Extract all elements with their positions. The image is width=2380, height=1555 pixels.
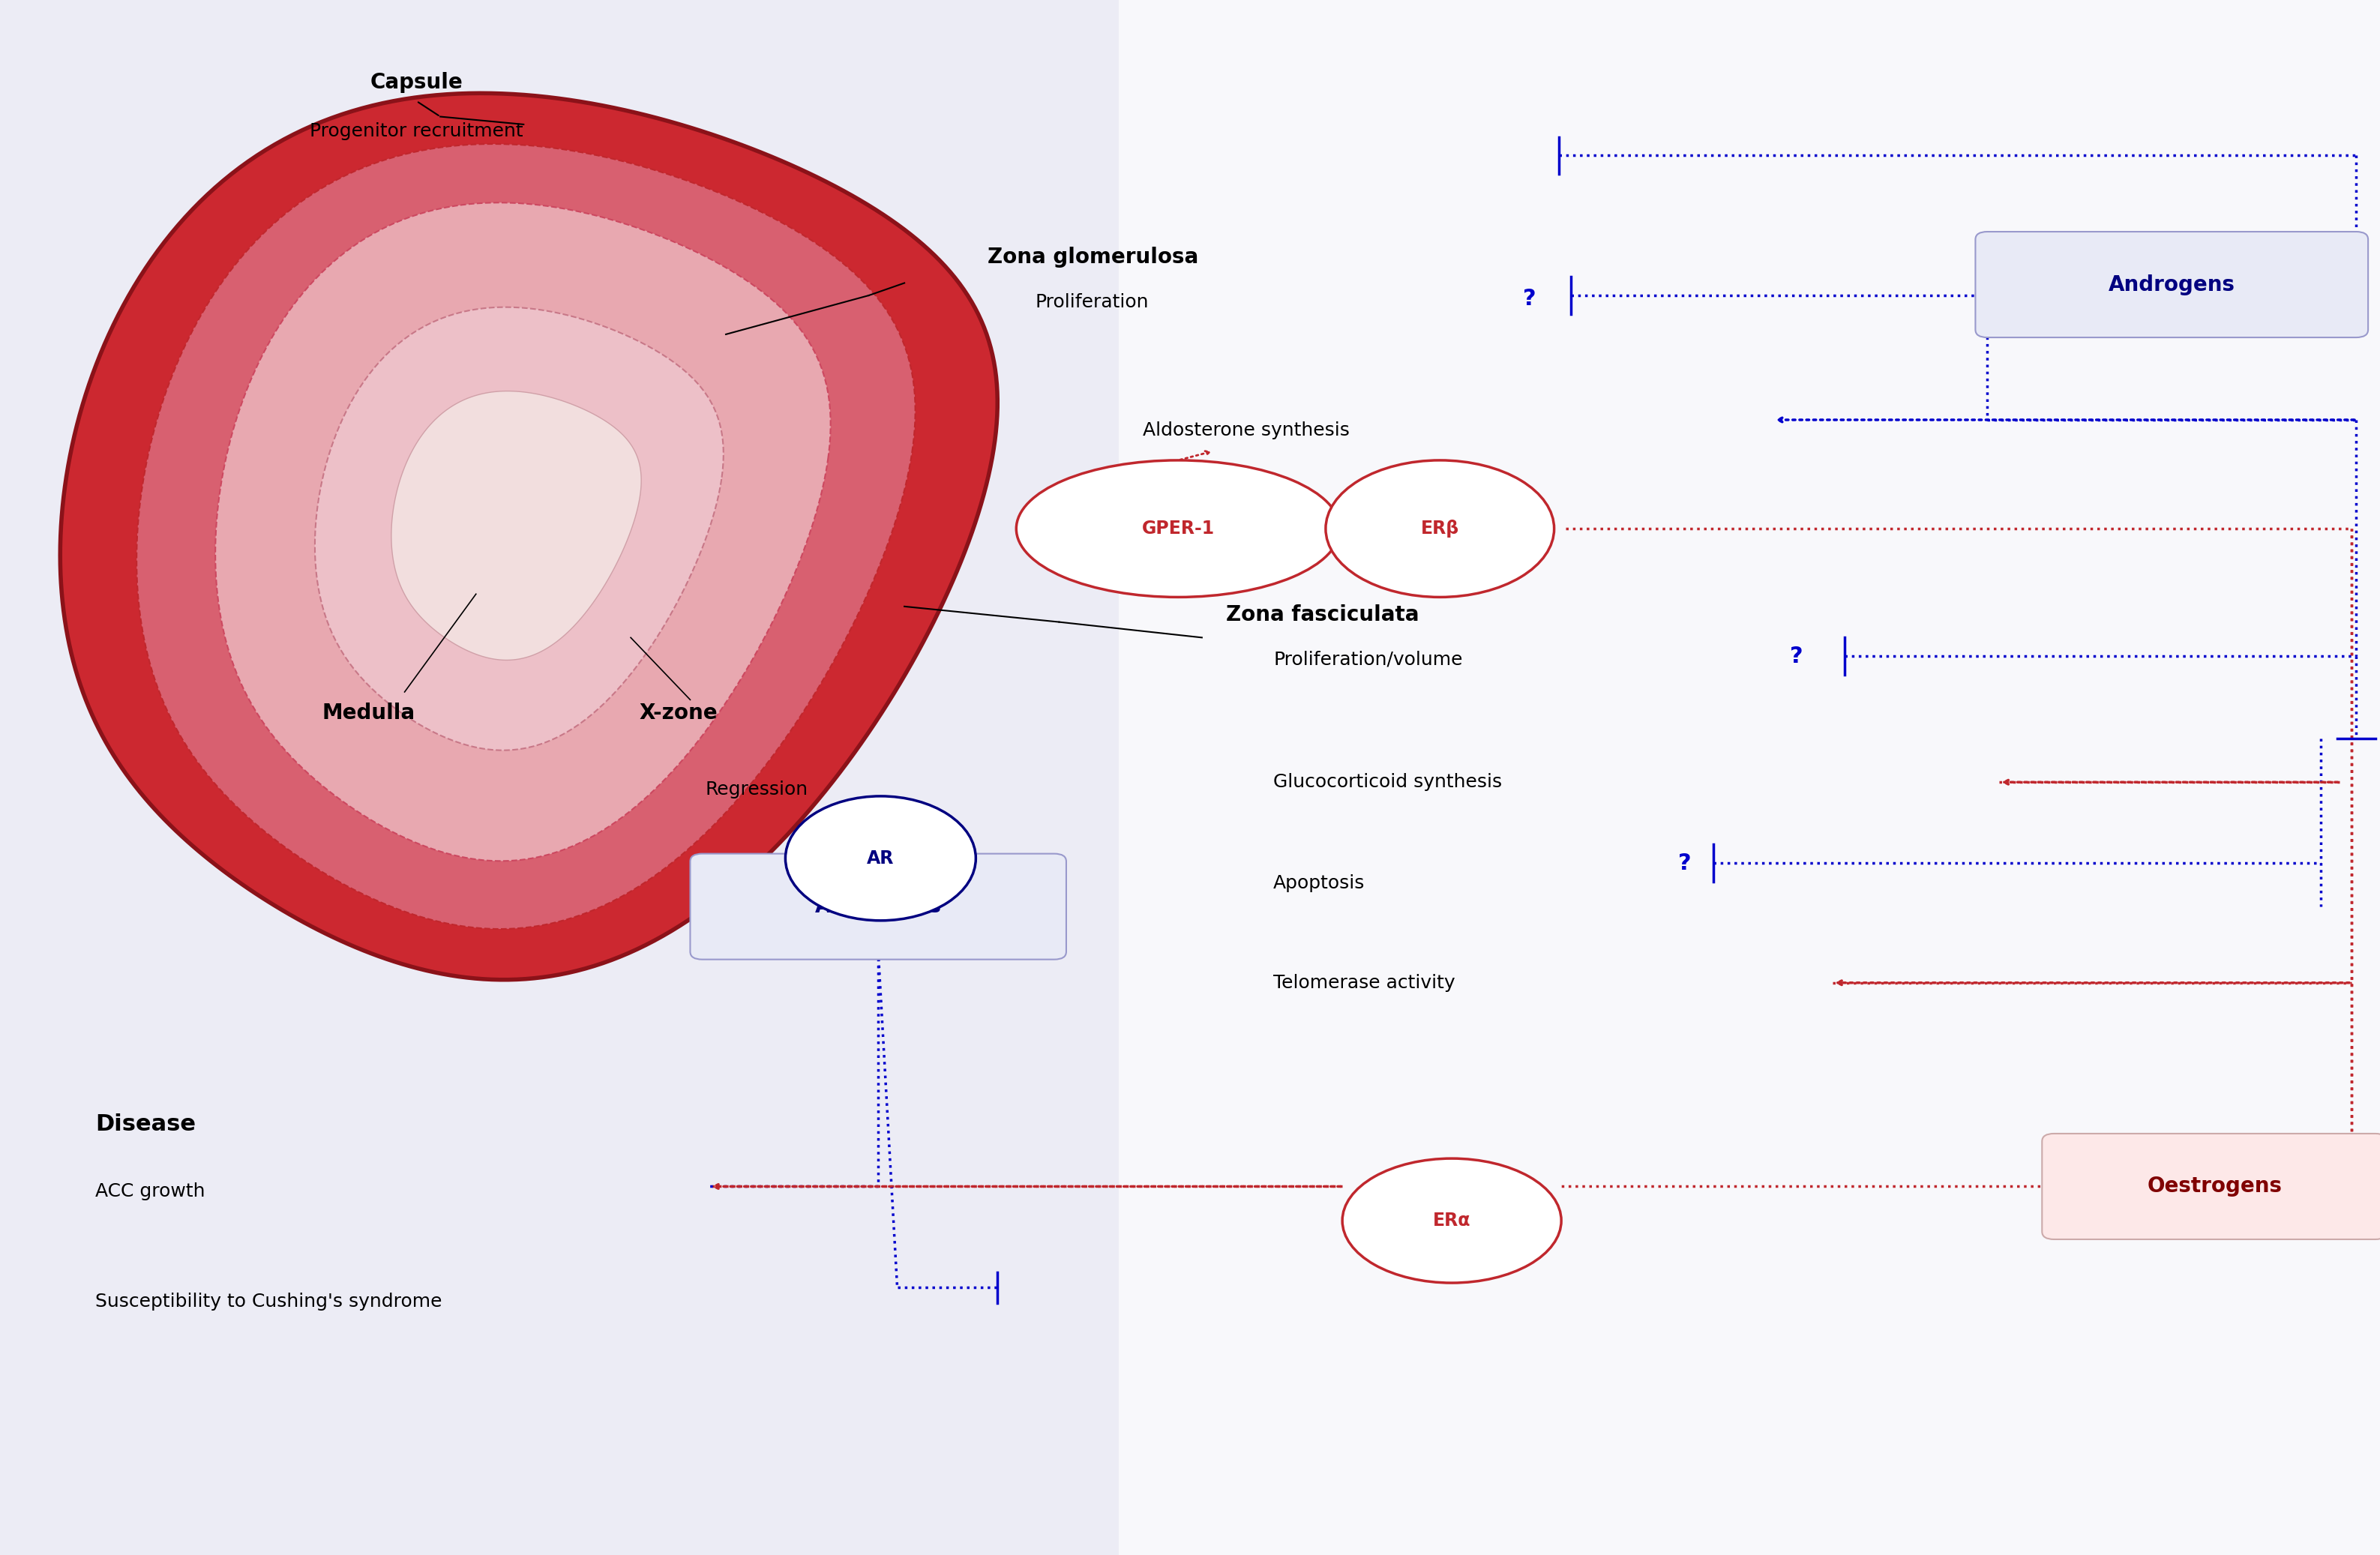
Ellipse shape	[1326, 460, 1554, 597]
Text: Progenitor recruitment: Progenitor recruitment	[309, 121, 524, 140]
Ellipse shape	[1342, 1158, 1561, 1283]
Ellipse shape	[785, 796, 976, 921]
Text: Aldosterone synthesis: Aldosterone synthesis	[1142, 421, 1349, 440]
Text: Disease: Disease	[95, 1113, 195, 1135]
Text: GPER-1: GPER-1	[1142, 519, 1214, 538]
Text: Telomerase activity: Telomerase activity	[1273, 973, 1454, 992]
Text: Androgens: Androgens	[2109, 274, 2235, 295]
Text: Zona fasciculata: Zona fasciculata	[1226, 603, 1418, 625]
Ellipse shape	[1016, 460, 1340, 597]
Text: ?: ?	[1523, 288, 1537, 309]
Text: Proliferation: Proliferation	[1035, 292, 1150, 311]
Polygon shape	[314, 308, 724, 750]
Text: Medulla: Medulla	[321, 703, 416, 725]
Text: Susceptibility to Cushing's syndrome: Susceptibility to Cushing's syndrome	[95, 1292, 443, 1311]
Text: ERα: ERα	[1433, 1211, 1471, 1230]
Text: Proliferation/volume: Proliferation/volume	[1273, 650, 1464, 669]
Text: X-zone: X-zone	[640, 703, 716, 725]
FancyBboxPatch shape	[2042, 1134, 2380, 1239]
Polygon shape	[60, 93, 997, 980]
Text: Androgens: Androgens	[814, 896, 942, 917]
FancyBboxPatch shape	[690, 854, 1066, 959]
Text: ?: ?	[1790, 645, 1804, 667]
Polygon shape	[214, 202, 831, 861]
Text: Oestrogens: Oestrogens	[2147, 1176, 2282, 1197]
Text: Regression: Regression	[704, 781, 809, 799]
Text: Glucocorticoid synthesis: Glucocorticoid synthesis	[1273, 773, 1502, 791]
Text: ACC growth: ACC growth	[95, 1182, 205, 1200]
Polygon shape	[390, 390, 640, 661]
Text: Capsule: Capsule	[371, 72, 462, 93]
Text: ?: ?	[1678, 852, 1692, 874]
Text: Zona glomerulosa: Zona glomerulosa	[988, 246, 1200, 267]
Polygon shape	[0, 0, 1119, 1555]
FancyBboxPatch shape	[1975, 232, 2368, 337]
Text: AR: AR	[866, 849, 895, 868]
Polygon shape	[136, 145, 916, 928]
Text: ERβ: ERβ	[1421, 519, 1459, 538]
Text: Apoptosis: Apoptosis	[1273, 874, 1366, 893]
